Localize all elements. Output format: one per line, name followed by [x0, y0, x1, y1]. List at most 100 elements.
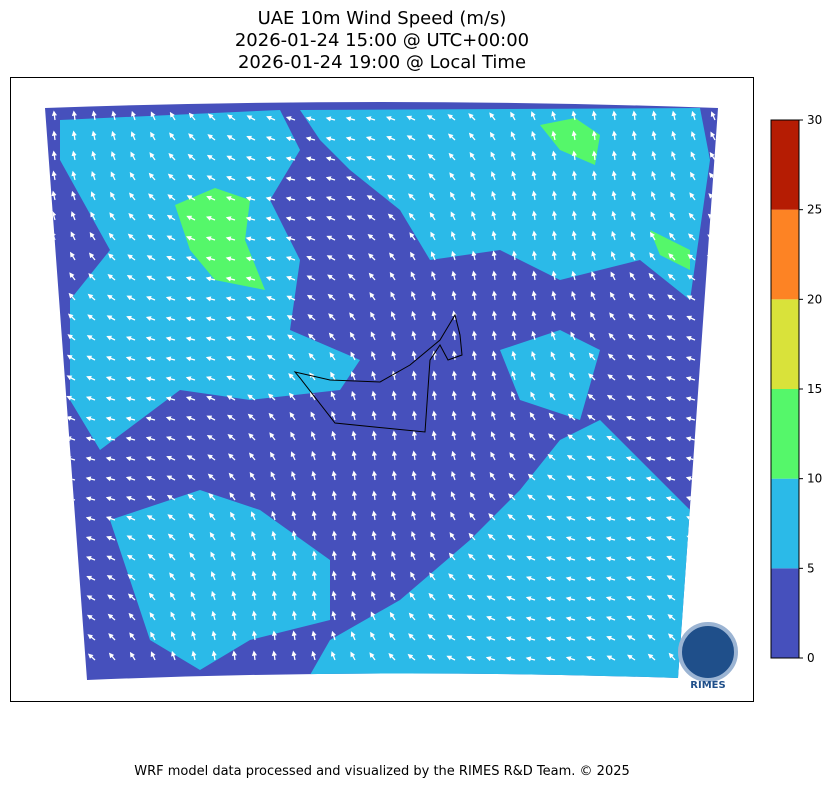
arrow — [105, 516, 116, 522]
arrow — [625, 556, 636, 562]
arrow — [529, 411, 536, 421]
arrow — [511, 270, 518, 281]
arrow — [389, 271, 396, 281]
arrow — [471, 250, 477, 261]
arrow — [85, 536, 96, 542]
arrow — [45, 496, 56, 502]
arrow — [430, 511, 436, 521]
arrow — [331, 630, 337, 641]
arrow — [551, 310, 557, 321]
colorbar-tick-label: 5 — [807, 561, 815, 575]
arrow — [271, 650, 277, 661]
arrow — [51, 130, 57, 141]
logo-text: RIMES — [690, 680, 725, 691]
arrow — [511, 250, 517, 261]
arrow — [245, 236, 256, 242]
arrow — [585, 536, 596, 542]
arrow — [186, 215, 196, 221]
arrow — [306, 294, 316, 301]
arrow — [105, 416, 116, 422]
arrow — [246, 355, 256, 361]
arrow — [106, 555, 116, 561]
arrow — [127, 254, 136, 261]
arrow — [530, 371, 536, 381]
arrow — [265, 256, 276, 262]
arrow — [667, 273, 676, 281]
arrow — [431, 430, 437, 441]
arrow — [646, 355, 656, 361]
arrow — [371, 450, 377, 461]
arrow — [589, 332, 596, 341]
arrow — [411, 531, 416, 541]
arrow — [685, 376, 696, 382]
arrow — [471, 410, 477, 421]
arrow — [507, 514, 516, 521]
arrow — [410, 271, 416, 281]
arrow — [67, 334, 76, 341]
arrow — [551, 270, 557, 281]
arrow — [169, 132, 176, 141]
arrow — [206, 395, 216, 401]
arrow — [126, 275, 136, 281]
arrow — [666, 535, 676, 541]
arrow — [286, 295, 296, 301]
arrow — [688, 613, 696, 621]
arrow — [631, 130, 637, 141]
arrow — [310, 411, 316, 421]
arrow — [546, 515, 556, 521]
arrow — [427, 613, 436, 621]
arrow — [430, 531, 436, 541]
arrow — [549, 392, 556, 401]
arrow — [491, 230, 497, 241]
arrow — [66, 375, 76, 381]
arrow — [606, 635, 616, 641]
arrow — [571, 230, 577, 241]
arrow — [150, 631, 156, 641]
arrow — [146, 495, 156, 501]
arrow — [88, 273, 96, 281]
arrow — [611, 150, 617, 161]
arrow — [509, 452, 516, 461]
arrow — [331, 550, 337, 561]
arrow — [345, 116, 356, 122]
arrow — [205, 256, 216, 262]
arrow — [111, 130, 117, 141]
arrow — [251, 590, 257, 601]
arrow — [225, 196, 236, 202]
arrow — [489, 131, 496, 141]
arrow — [551, 190, 557, 201]
arrow — [591, 271, 596, 281]
arrow — [231, 650, 237, 661]
arrow — [531, 130, 537, 141]
arrow — [145, 316, 156, 322]
arrow — [426, 115, 436, 121]
arrow — [186, 195, 196, 201]
arrow — [369, 652, 376, 661]
arrow — [686, 315, 696, 321]
arrow — [531, 270, 537, 281]
arrow — [350, 371, 356, 381]
arrow — [66, 635, 76, 641]
logo: RIMES — [678, 622, 738, 691]
arrow — [368, 272, 376, 281]
arrow — [386, 174, 396, 181]
arrow — [170, 631, 176, 641]
arrow — [367, 233, 376, 241]
arrow — [225, 296, 236, 302]
arrow — [566, 454, 576, 461]
arrow — [471, 310, 477, 321]
arrow — [166, 255, 176, 261]
arrow — [227, 114, 236, 121]
arrow — [451, 290, 457, 301]
arrow — [505, 616, 516, 622]
arrow — [209, 512, 216, 521]
arrow — [69, 272, 76, 281]
arrow — [526, 535, 536, 541]
arrow — [410, 551, 416, 561]
arrow — [85, 436, 96, 442]
arrow — [485, 636, 496, 641]
arrow — [391, 550, 397, 561]
arrow — [45, 556, 56, 562]
arrow — [126, 295, 136, 301]
arrow — [146, 275, 156, 281]
